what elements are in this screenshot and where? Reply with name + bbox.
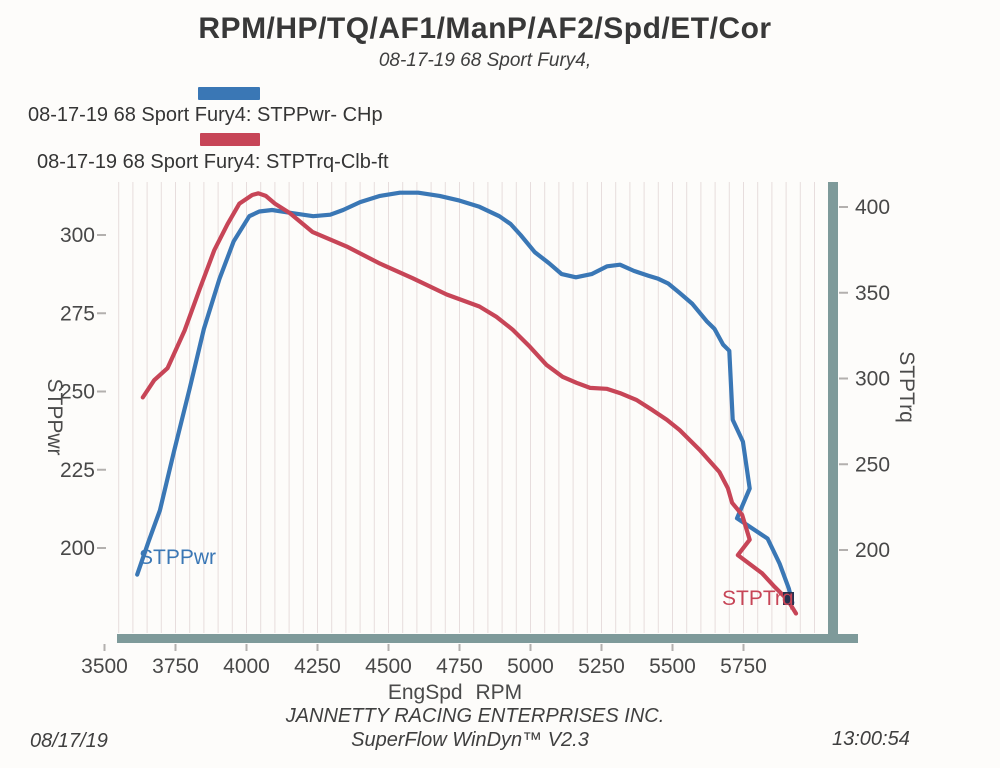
y-right-tick-label: 200 bbox=[855, 539, 890, 562]
x-tick-label: 4250 bbox=[294, 655, 341, 678]
legend-label-power: 08-17-19 68 Sport Fury4: STPPwr- CHp bbox=[28, 104, 383, 126]
y-right-tick-label: 300 bbox=[855, 368, 890, 391]
legend-label-torque: 08-17-19 68 Sport Fury4: STPTrq-Clb-ft bbox=[37, 151, 389, 173]
footer-software: SuperFlow WinDyn™ V2.3 bbox=[351, 729, 589, 751]
x-tick-label: 4000 bbox=[223, 655, 270, 678]
page-title: RPM/HP/TQ/AF1/ManP/AF2/Spd/ET/Cor bbox=[198, 12, 772, 45]
legend-swatch-torque bbox=[200, 133, 260, 146]
y-left-tick-label: 225 bbox=[60, 459, 95, 482]
torque-curve-label: STPTrq bbox=[722, 587, 794, 610]
frame-shadow-bottom bbox=[117, 634, 858, 643]
footer-company: JANNETTY RACING ENTERPRISES INC. bbox=[285, 705, 665, 727]
x-tick-label: 5750 bbox=[720, 655, 767, 678]
y-left-axis-title: STPPwr bbox=[43, 378, 66, 456]
y-right-axis-title: STPTrq bbox=[895, 351, 918, 423]
y-left-tick-label: 200 bbox=[60, 537, 95, 560]
x-tick-label: 3500 bbox=[81, 655, 128, 678]
x-tick-label: 3750 bbox=[152, 655, 199, 678]
y-left-tick-label: 300 bbox=[60, 224, 95, 247]
y-left-tick-label: 275 bbox=[60, 302, 95, 325]
x-tick-label: 4500 bbox=[365, 655, 412, 678]
x-tick-label: 4750 bbox=[436, 655, 483, 678]
x-axis-title: EngSpd RPM bbox=[387, 681, 523, 704]
power-curve bbox=[135, 190, 795, 605]
x-tick-label: 5500 bbox=[649, 655, 696, 678]
legend-swatch-power bbox=[198, 87, 260, 100]
footer-date: 08/17/19 bbox=[30, 730, 108, 752]
y-left-tick-label: 250 bbox=[60, 381, 95, 404]
y-right-tick-label: 250 bbox=[855, 453, 890, 476]
frame-shadow-right bbox=[828, 182, 838, 643]
y-right-tick-label: 350 bbox=[855, 282, 890, 305]
x-tick-label: 5250 bbox=[578, 655, 625, 678]
torque-curve bbox=[140, 191, 799, 616]
y-right-tick-label: 400 bbox=[855, 196, 890, 219]
page-subtitle: 08-17-19 68 Sport Fury4, bbox=[378, 50, 592, 71]
x-tick-label: 5000 bbox=[507, 655, 554, 678]
end-marker bbox=[783, 592, 794, 605]
footer-time: 13:00:54 bbox=[832, 728, 910, 750]
power-curve-label: STPPwr bbox=[139, 546, 217, 569]
